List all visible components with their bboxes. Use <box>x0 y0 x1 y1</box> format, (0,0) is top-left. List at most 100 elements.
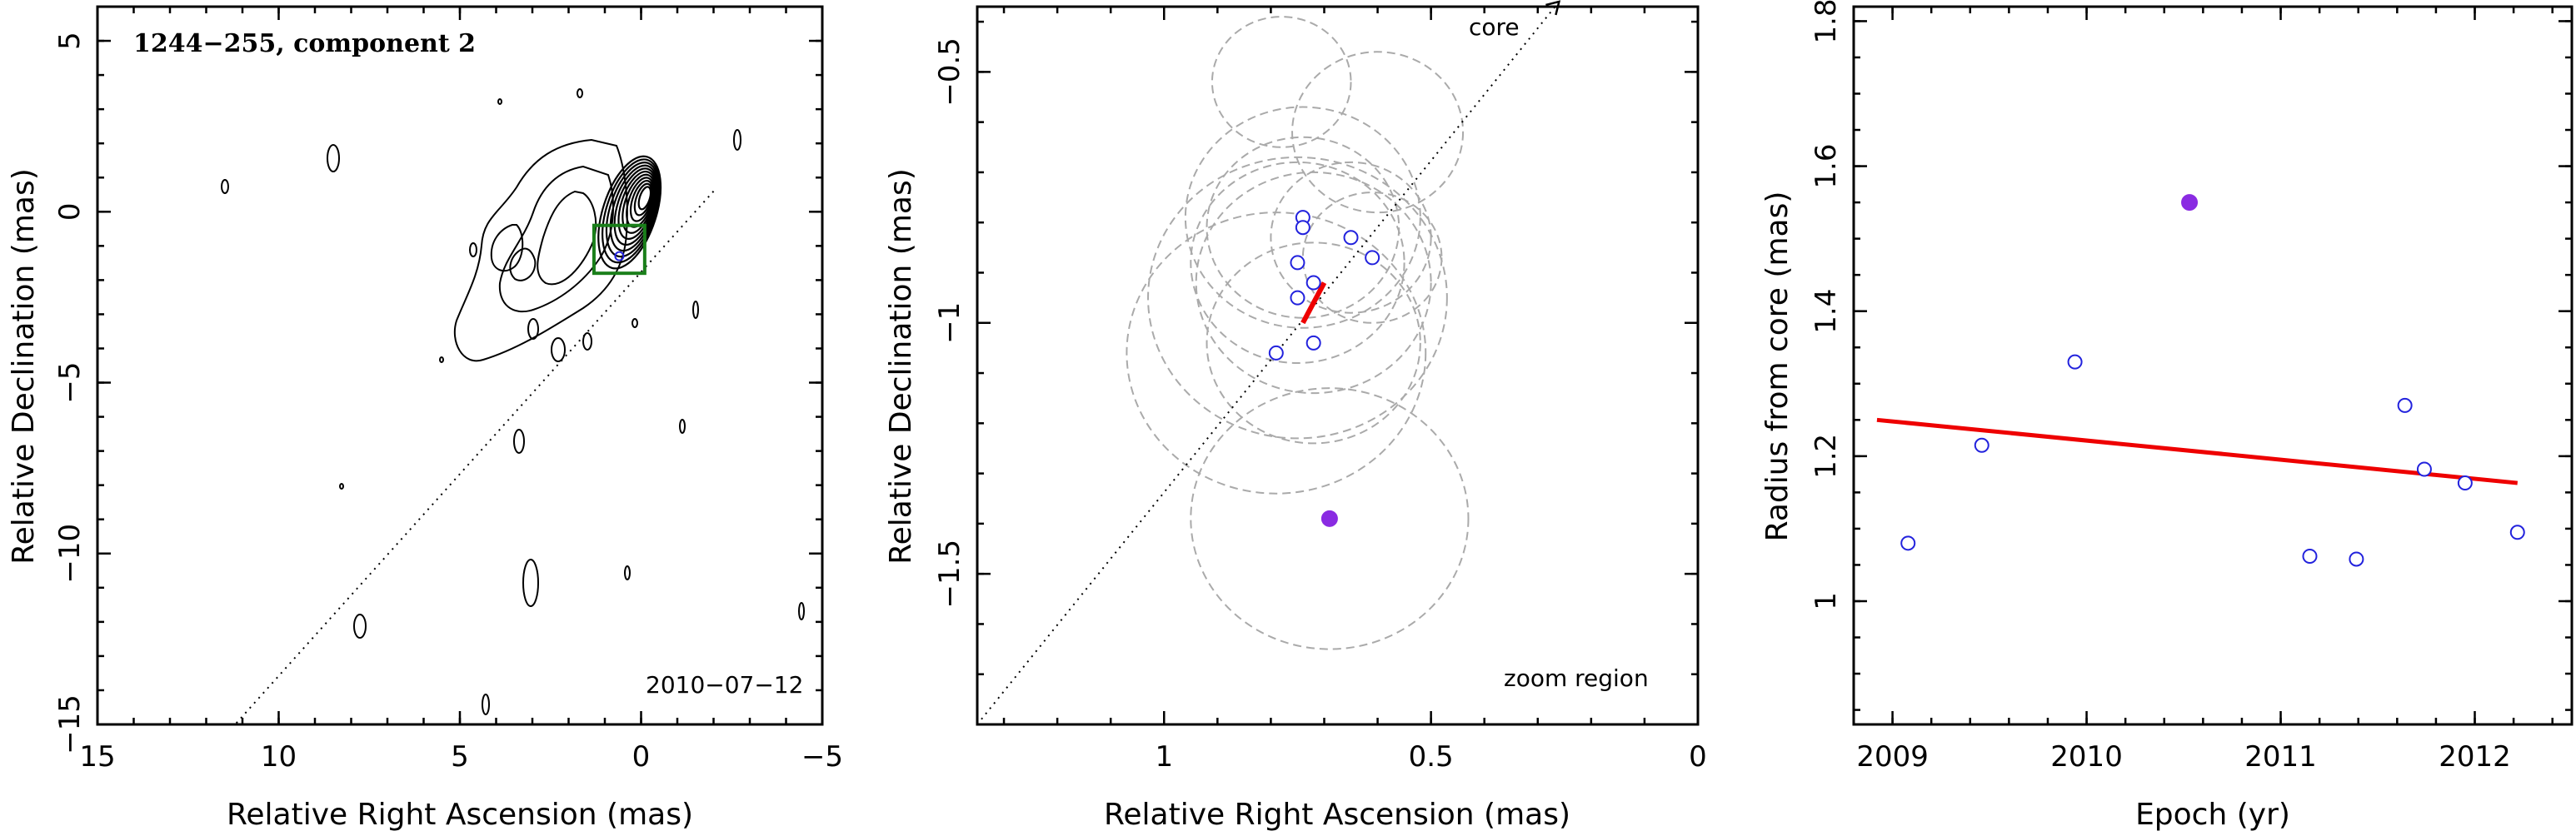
uncertainty-circle <box>1147 156 1448 440</box>
panel-3-marks <box>1876 194 2525 567</box>
y-tick-label: 1.6 <box>1810 144 1843 189</box>
jet-contour <box>498 165 614 313</box>
epoch-point <box>2302 548 2318 564</box>
epoch-point <box>2509 525 2525 540</box>
highlighted-epoch-point <box>1320 510 1338 527</box>
contour-blob <box>798 602 805 620</box>
x-tick-label: 0.5 <box>1409 740 1454 774</box>
contour-blob <box>733 129 741 151</box>
contour-blob <box>327 144 340 172</box>
panel-3-radius-vs-epoch: 2009 2010 2011 2012 1 1.2 1.4 1.6 1.8 Epoch (yr)… <box>1760 0 2574 832</box>
x-tick-label: 0 <box>1689 740 1707 774</box>
contour-blob <box>513 429 525 454</box>
jet-contour <box>453 138 628 362</box>
y-tick-label: 5 <box>53 32 87 50</box>
contour-blob <box>221 179 229 194</box>
core-label: core <box>1469 13 1520 41</box>
y-tick-label: −1.5 <box>933 540 966 609</box>
uncertainty-circle <box>1211 16 1352 148</box>
contour-map <box>221 88 805 725</box>
zoom-region-label: zoom region <box>1504 664 1649 692</box>
uncertainty-circle <box>1190 387 1470 650</box>
epoch-point <box>2349 551 2364 567</box>
x-tick-label: 5 <box>451 740 469 774</box>
epoch-point <box>1290 290 1305 306</box>
panel-2-frame <box>976 5 1700 726</box>
contour-level <box>605 162 660 258</box>
contour-level <box>597 155 662 270</box>
x-tick-label: 0 <box>632 740 651 774</box>
contour-blob <box>582 332 592 351</box>
panel-2-ticks: 1 0.5 0 −0.5 −1 −1.5 <box>933 7 1707 774</box>
panel-3-x-axis-label: Epoch (yr) <box>2135 798 2290 832</box>
epoch-point <box>1900 535 1916 551</box>
y-tick-label: 1.2 <box>1810 434 1843 479</box>
contour-blob <box>497 98 502 105</box>
y-tick-label: 1.4 <box>1810 289 1843 334</box>
contour-level <box>613 167 658 246</box>
contour-blob <box>624 565 631 580</box>
panel-2-zoom-region: 1 0.5 0 −0.5 −1 −1.5 core zoom region Relativ… <box>884 0 1707 832</box>
uncertainty-circle <box>1206 241 1421 445</box>
contour-level <box>622 173 656 234</box>
x-tick-label: −5 <box>801 740 843 774</box>
epoch-point <box>2416 461 2432 477</box>
zoom-region-box <box>592 223 646 276</box>
panel-3-y-axis-label: Radius from core (mas) <box>1760 192 1795 542</box>
epoch-point <box>1290 255 1305 271</box>
x-tick-label: 2011 <box>2244 740 2317 774</box>
panel-2-marks <box>976 0 1561 725</box>
panel-2-x-axis-label: Relative Right Ascension (mas) <box>1104 798 1570 832</box>
jet-axis-line <box>976 1 1560 725</box>
x-tick-label: 2012 <box>2439 740 2511 774</box>
panel-1-ticks: 15 10 5 0 −5 −15 −10 −5 0 5 <box>53 5 843 774</box>
y-tick-label: −0.5 <box>933 37 966 107</box>
y-tick-label: 0 <box>53 202 87 221</box>
uncertainty-circle <box>1184 106 1421 329</box>
uncertainty-circle <box>1195 171 1432 395</box>
contour-level <box>633 182 653 216</box>
epoch-point <box>1305 275 1321 291</box>
epoch-point <box>2457 475 2473 491</box>
y-tick-label: −15 <box>53 694 87 754</box>
jet-contour <box>509 247 537 281</box>
uncertainty-circle <box>1270 161 1432 314</box>
x-tick-label: 10 <box>261 740 297 774</box>
y-tick-label: 1 <box>1810 592 1843 610</box>
linear-fit-line <box>1876 417 2519 485</box>
epoch-point <box>1974 437 1989 453</box>
contour-level <box>637 186 652 211</box>
panel-1-frame <box>96 5 824 726</box>
jet-contour <box>490 224 524 272</box>
contour-blob <box>679 419 686 434</box>
panel-3-frame <box>1852 5 2574 726</box>
contour-level <box>609 164 659 252</box>
contour-blob <box>577 88 583 98</box>
panel-1-contour-map: 15 10 5 0 −5 −15 −10 −5 0 5 1244−255, component 2… <box>7 5 843 832</box>
uncertainty-circle <box>1291 51 1465 214</box>
x-tick-label: 2009 <box>1856 740 1929 774</box>
contour-level <box>602 158 661 264</box>
panel-2-y-axis-label: Relative Declination (mas) <box>884 168 918 565</box>
contour-blob <box>522 559 539 607</box>
contour-blob <box>692 301 699 319</box>
contour-blob <box>469 242 477 257</box>
y-tick-label: −5 <box>53 361 87 403</box>
panel-3-ticks: 2009 2010 2011 2012 1 1.2 1.4 1.6 1.8 <box>1810 0 2572 774</box>
panel-1-date: 2010−07−12 <box>646 671 803 699</box>
contour-blob <box>632 318 638 328</box>
epoch-point <box>1365 250 1380 266</box>
contour-blob <box>353 614 367 639</box>
x-tick-label: 1 <box>1155 740 1173 774</box>
uncertainty-circle <box>1126 211 1427 495</box>
component-marker <box>614 251 625 261</box>
panel-1-title: 1244−255, component 2 <box>133 29 476 58</box>
epoch-point <box>1268 345 1284 361</box>
y-tick-label: 1.8 <box>1810 0 1843 43</box>
highlighted-epoch-point <box>2181 194 2199 211</box>
epoch-point <box>2067 354 2083 370</box>
contour-blob <box>482 694 490 715</box>
x-tick-label: 2010 <box>2050 740 2123 774</box>
epoch-point <box>1343 230 1359 246</box>
